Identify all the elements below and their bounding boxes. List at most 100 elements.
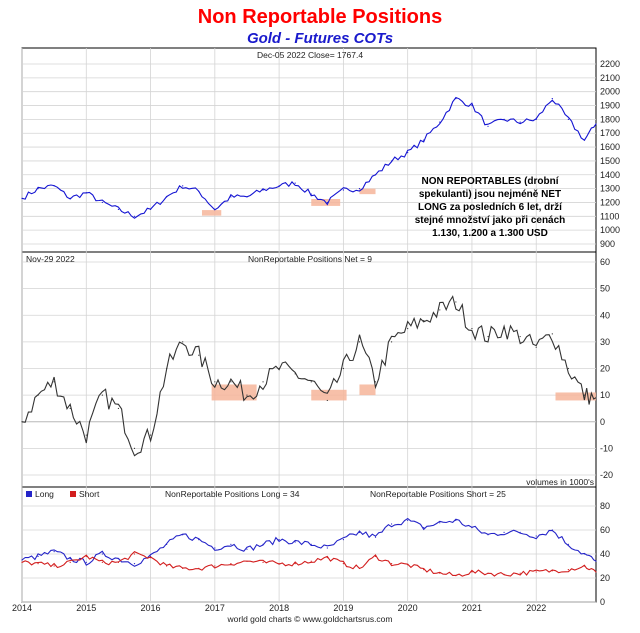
gold-price-line-point-30 xyxy=(503,118,505,120)
short-positions-line-point-24 xyxy=(407,564,409,566)
highlight-p1-1 xyxy=(311,389,347,401)
long-positions-line-point-23 xyxy=(390,523,393,525)
y-tick-p0-1300: 1300 xyxy=(600,184,620,194)
price-header: Dec-05 2022 Close= 1767.4 xyxy=(257,50,363,60)
net-positions-line-point-15 xyxy=(262,381,264,383)
long-positions-line-point-20 xyxy=(342,539,344,541)
annotation-line-3: LONG za posledních 6 let, drží xyxy=(418,202,563,213)
gold-price-line-point-25 xyxy=(423,139,425,141)
legend-long-swatch xyxy=(26,491,32,497)
short-positions-line-point-18 xyxy=(310,560,312,562)
net-positions-line-point-3 xyxy=(69,407,71,410)
gold-price-line-point-26 xyxy=(439,121,441,123)
gold-price-line-point-32 xyxy=(535,118,537,120)
y-tick-p2-20: 20 xyxy=(600,573,610,583)
net-positions-line-point-12 xyxy=(214,381,216,383)
legend-short-label: Short xyxy=(79,489,100,499)
y-tick-p1-20: 20 xyxy=(600,364,610,374)
long-header: NonReportable Positions Long = 34 xyxy=(165,489,300,499)
gold-price-line-point-14 xyxy=(246,196,248,198)
net-positions-line-point-2 xyxy=(53,381,55,383)
net-positions-line-point-14 xyxy=(246,394,248,396)
long-positions-line-point-18 xyxy=(310,543,312,546)
long-positions-line-point-30 xyxy=(503,531,505,534)
gold-price-line-point-4 xyxy=(85,192,87,194)
y-tick-p1-30: 30 xyxy=(600,337,610,347)
long-positions-line-point-26 xyxy=(439,522,441,524)
short-positions-line-point-35 xyxy=(583,565,586,567)
net-positions-line-point-27 xyxy=(455,301,457,303)
gold-price-line-point-23 xyxy=(390,160,393,162)
long-positions-line-point-36 xyxy=(595,560,597,562)
gold-price-line-point-1 xyxy=(37,188,39,190)
net-positions-line-point-11 xyxy=(198,354,200,356)
gold-price-line-point-20 xyxy=(342,189,344,191)
gold-price-line-point-8 xyxy=(149,208,152,210)
net-date-label: Nov-29 2022 xyxy=(26,254,75,264)
x-tick-2018: 2018 xyxy=(269,603,289,613)
short-positions-line-point-4 xyxy=(85,555,87,558)
x-tick-2014: 2014 xyxy=(12,603,32,613)
long-positions-line-point-3 xyxy=(69,558,71,560)
gold-price-line-point-16 xyxy=(278,185,280,187)
long-positions-line-point-34 xyxy=(567,543,569,546)
net-positions-line-point-29 xyxy=(487,335,489,338)
net-positions-line xyxy=(21,295,597,457)
y-tick-p0-1100: 1100 xyxy=(600,211,619,221)
gold-price-line-point-31 xyxy=(519,121,521,123)
net-positions-line-point-24 xyxy=(407,327,409,330)
net-positions-line-point-30 xyxy=(503,327,505,330)
units-note: volumes in 1000's xyxy=(526,477,594,487)
y-tick-p2-0: 0 xyxy=(600,597,605,607)
gold-price-line-point-13 xyxy=(230,196,232,198)
y-tick-p0-1600: 1600 xyxy=(600,142,620,152)
long-positions-line-point-31 xyxy=(519,531,521,534)
net-positions-line-point-20 xyxy=(342,367,344,370)
gold-price-line-point-34 xyxy=(567,118,569,120)
y-tick-p1--20: -20 xyxy=(600,470,613,480)
highlight-p0-0 xyxy=(201,210,222,216)
long-positions-line-point-12 xyxy=(214,547,216,549)
short-positions-line-point-21 xyxy=(358,567,361,570)
net-positions-line-point-1 xyxy=(37,394,39,396)
short-positions-line-point-32 xyxy=(535,571,537,573)
gold-price-line-point-9 xyxy=(166,196,168,198)
long-positions-line-point-6 xyxy=(117,558,120,560)
net-positions-line-point-28 xyxy=(471,327,473,330)
net-positions-line-point-19 xyxy=(326,399,328,402)
short-positions-line-point-10 xyxy=(182,567,184,570)
gold-price-line-point-5 xyxy=(101,201,103,204)
long-positions-line-point-0 xyxy=(21,559,23,561)
net-positions-line-point-21 xyxy=(358,341,361,343)
short-positions-line-point-9 xyxy=(166,565,168,567)
net-positions-line-point-31 xyxy=(519,335,521,338)
long-positions-line-point-9 xyxy=(166,543,168,546)
gold-price-line-point-19 xyxy=(326,201,328,204)
legend-long-label: Long xyxy=(35,489,54,499)
net-positions-line-point-36 xyxy=(595,397,597,399)
legend-short-swatch xyxy=(70,491,76,497)
net-positions-line-point-18 xyxy=(310,381,312,383)
net-positions-line-point-35 xyxy=(583,394,586,396)
long-positions-line-point-5 xyxy=(101,553,103,555)
gold-price-line-point-17 xyxy=(294,182,296,184)
long-positions-line-point-2 xyxy=(53,551,55,553)
gold-price-line-point-36 xyxy=(595,123,597,125)
short-positions-line-point-7 xyxy=(133,553,136,555)
long-positions-line-point-28 xyxy=(471,527,473,529)
gold-price-line-point-12 xyxy=(214,208,216,210)
net-positions-line-point-8 xyxy=(149,434,152,436)
y-tick-p1-40: 40 xyxy=(600,310,610,320)
short-positions-line-point-31 xyxy=(519,572,521,574)
gold-price-line-point-2 xyxy=(53,185,55,187)
net-positions-line-point-16 xyxy=(278,367,280,370)
net-positions-line-point-6 xyxy=(117,407,120,410)
long-positions-line-point-7 xyxy=(133,563,136,565)
short-positions-line-point-22 xyxy=(374,555,377,558)
y-tick-p0-1400: 1400 xyxy=(600,170,620,180)
highlight-p1-3 xyxy=(555,392,596,401)
footer-credit: world gold charts © www.goldchartsrus.co… xyxy=(227,614,393,624)
short-positions-line-point-2 xyxy=(53,565,55,567)
short-positions-line-point-1 xyxy=(37,563,39,565)
